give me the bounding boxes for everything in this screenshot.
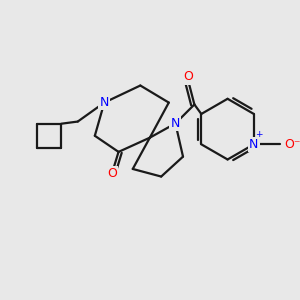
Text: N: N bbox=[171, 117, 180, 130]
Text: +: + bbox=[255, 130, 262, 139]
Text: N: N bbox=[249, 138, 259, 151]
Text: O⁻: O⁻ bbox=[284, 138, 300, 151]
Text: O: O bbox=[107, 167, 117, 180]
Text: N: N bbox=[100, 96, 109, 109]
Text: O: O bbox=[183, 70, 193, 83]
